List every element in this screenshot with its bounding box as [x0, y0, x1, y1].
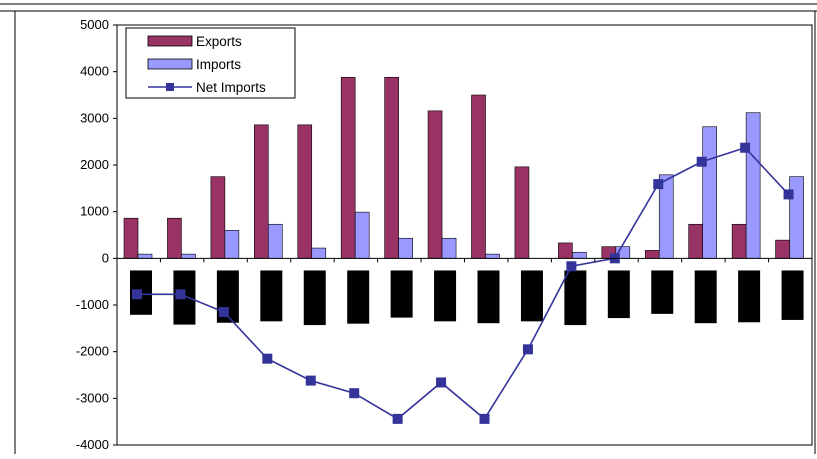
black-bar: [434, 270, 457, 322]
net-imports-marker: [175, 289, 186, 300]
chart-frame: [0, 3, 817, 454]
black-bar: [520, 270, 543, 322]
exports-bar: [167, 217, 182, 259]
y-tick-label: -4000: [76, 437, 109, 452]
net-imports-marker: [522, 344, 533, 355]
imports-bar: [789, 176, 804, 259]
exports-bar: [688, 223, 703, 259]
legend: Exports Imports Net Imports: [125, 27, 296, 99]
legend-exports-label: Exports: [196, 34, 242, 49]
exports-bar: [210, 176, 226, 259]
imports-bar: [268, 223, 283, 259]
exports-bar: [384, 76, 399, 259]
net-imports-marker: [305, 375, 316, 386]
y-tick-label: -3000: [76, 390, 109, 405]
y-tick-label: 3000: [80, 110, 109, 125]
bars-layer: [123, 76, 804, 326]
black-bar: [390, 270, 413, 318]
net-imports-marker: [740, 142, 751, 153]
imports-bar: [485, 253, 500, 259]
exports-bar: [471, 94, 486, 259]
net-imports-marker: [479, 413, 490, 424]
net-imports-marker: [262, 353, 273, 364]
y-tick-label: -2000: [76, 344, 109, 359]
net-imports-marker: [392, 413, 403, 424]
legend-net-imports-label: Net Imports: [196, 80, 266, 95]
black-bar: [651, 270, 674, 314]
net-imports-marker: [436, 377, 447, 388]
net-imports-line: [137, 146, 790, 421]
y-tick-label: 2000: [80, 157, 109, 172]
exports-bar: [427, 110, 443, 259]
net-imports-marker: [566, 261, 577, 272]
y-tick-label: 5000: [80, 17, 109, 32]
imports-bar: [311, 247, 327, 259]
exports-bar: [775, 239, 790, 259]
imports-bar: [354, 211, 370, 259]
y-tick-label: 1000: [80, 204, 109, 219]
imports-bar: [441, 237, 457, 259]
exports-bar: [123, 217, 139, 259]
imports-bar: [702, 126, 717, 259]
net-imports-marker: [653, 179, 664, 190]
legend-net-imports-marker: [166, 83, 174, 91]
imports-bar: [181, 253, 196, 259]
imports-bar: [572, 251, 587, 259]
black-bar: [607, 270, 630, 319]
y-tick-label: 0: [102, 250, 109, 265]
net-imports-marker: [349, 388, 360, 399]
exports-bar: [254, 124, 269, 259]
y-tick-label: 4000: [80, 64, 109, 79]
exports-bar: [558, 242, 573, 259]
exports-bar: [731, 223, 747, 259]
exports-bar: [514, 166, 530, 259]
black-bar: [694, 270, 717, 324]
imports-bar: [137, 253, 153, 259]
black-bar: [738, 270, 761, 323]
black-bar: [260, 270, 283, 322]
plot-area-border: [116, 24, 813, 446]
legend-imports-swatch: [147, 58, 193, 70]
legend-imports-label: Imports: [196, 57, 241, 72]
net-imports-marker: [783, 189, 794, 200]
net-imports-marker: [132, 289, 142, 300]
imports-bar: [398, 237, 413, 259]
exports-bar: [297, 124, 313, 259]
exports-bar: [340, 76, 356, 259]
black-bar: [564, 270, 587, 326]
imports-bar: [224, 230, 240, 259]
black-bar: [781, 270, 804, 320]
net-imports-marker: [218, 307, 229, 317]
exports-bar: [644, 250, 660, 259]
black-bar: [477, 270, 500, 324]
legend-exports-swatch: [147, 35, 193, 47]
black-bar: [347, 270, 370, 324]
imports-bar: [745, 112, 761, 259]
y-axis: 5000 4000 3000 2000 1000 0 -1000 -2000 -3000 -400…: [76, 17, 812, 452]
y-tick-label: -1000: [76, 297, 109, 312]
black-bar: [303, 270, 326, 326]
net-imports-marker: [696, 156, 707, 167]
